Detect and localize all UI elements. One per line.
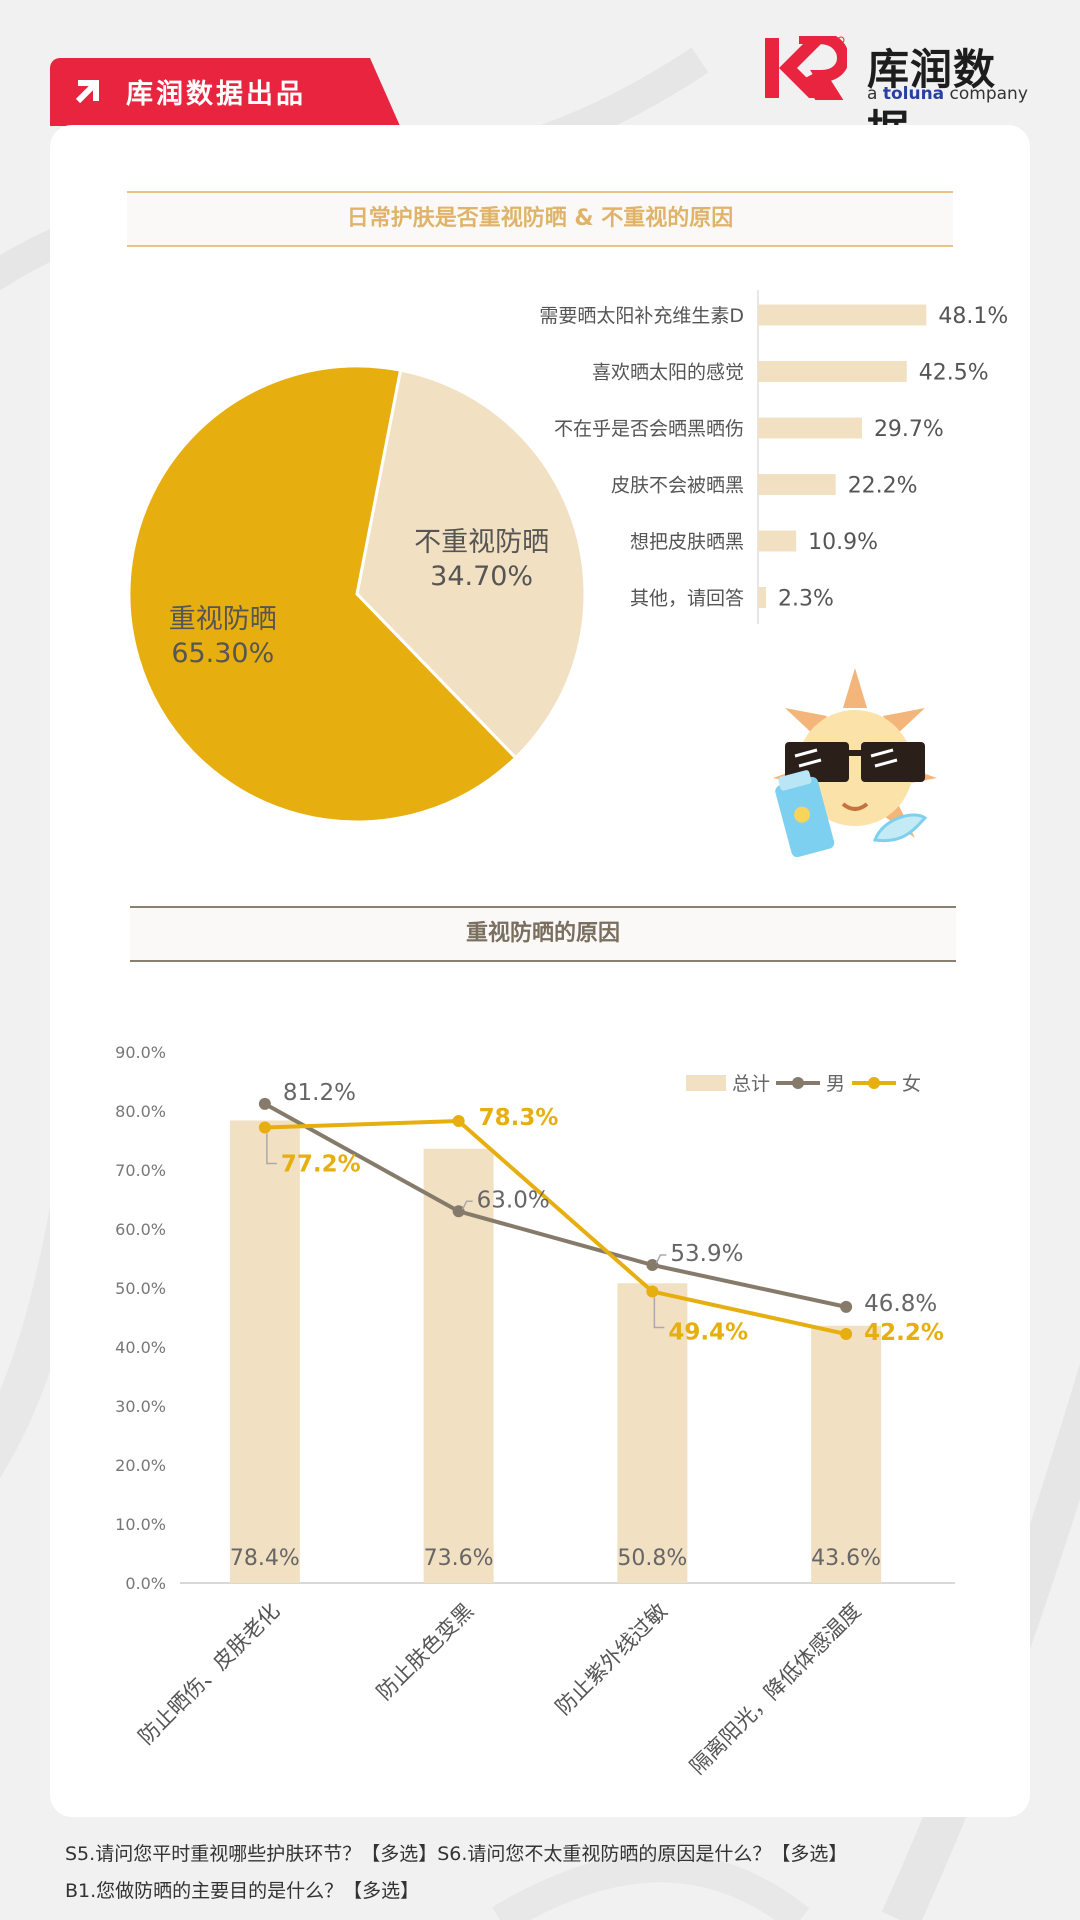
pie-slice-value-0: 34.70% bbox=[430, 561, 533, 592]
hbar-value-label: 2.3% bbox=[778, 587, 834, 612]
logo-tagline: a toluna company bbox=[867, 84, 1028, 104]
female-series-value-label: 49.4% bbox=[668, 1320, 748, 1346]
legend-marker-female bbox=[868, 1077, 880, 1089]
legend-marker-male bbox=[792, 1077, 804, 1089]
hbar-value-label: 29.7% bbox=[874, 417, 944, 442]
legend-label-female: 女 bbox=[902, 1073, 921, 1095]
female-label-leader bbox=[653, 1297, 665, 1329]
top-section-title: 日常护肤是否重视防晒 & 不重视的原因 bbox=[127, 191, 953, 247]
pie-slice-0 bbox=[355, 368, 587, 760]
hbar-bar bbox=[758, 417, 862, 439]
bottom-section-title: 重视防晒的原因 bbox=[130, 906, 956, 962]
hbar-bar bbox=[758, 361, 907, 382]
y-tick-label: 20.0% bbox=[115, 1456, 166, 1475]
female-series-point bbox=[840, 1328, 853, 1341]
y-tick-label: 40.0% bbox=[115, 1338, 166, 1357]
y-tick-label: 90.0% bbox=[115, 1043, 166, 1062]
hbar-category-label: 皮肤不会被晒黑 bbox=[611, 475, 744, 497]
male-series-point bbox=[452, 1205, 465, 1218]
y-tick-label: 60.0% bbox=[115, 1220, 166, 1239]
female-label-leader bbox=[266, 1133, 277, 1165]
y-tick-label: 50.0% bbox=[115, 1279, 166, 1298]
total-bar-value-label: 50.8% bbox=[617, 1546, 687, 1571]
hbar-bar bbox=[758, 474, 836, 495]
total-bar-value-label: 43.6% bbox=[811, 1546, 881, 1571]
female-series-point bbox=[646, 1285, 659, 1298]
footer-line-2: B1.您做防晒的主要目的是什么？【多选】 bbox=[65, 1880, 420, 1902]
legend-label-male: 男 bbox=[826, 1073, 845, 1095]
y-tick-label: 10.0% bbox=[115, 1515, 166, 1534]
brand-tag: 库润数据出品 bbox=[50, 58, 400, 126]
male-series-value-label: 81.2% bbox=[283, 1080, 356, 1106]
hbar-category-label: 想把皮肤晒黑 bbox=[630, 531, 744, 553]
x-category-label: 防止肤色变黑 bbox=[372, 1599, 478, 1705]
brand-tag-label: 库润数据出品 bbox=[126, 79, 306, 110]
pie-slice-label-1: 重视防晒 bbox=[169, 604, 277, 635]
hbar-value-label: 42.5% bbox=[919, 361, 989, 386]
pie-slice-label-0: 不重视防晒 bbox=[414, 527, 549, 558]
hbar-category-label: 其他，请回答 bbox=[630, 588, 744, 610]
legend-swatch-total bbox=[686, 1075, 726, 1091]
y-tick-label: 0.0% bbox=[125, 1574, 166, 1593]
female-series-value-label: 77.2% bbox=[281, 1152, 361, 1178]
female-series-value-label: 42.2% bbox=[864, 1320, 944, 1346]
legend-label-total: 总计 bbox=[732, 1073, 770, 1095]
hbar-category-label: 需要晒太阳补充维生素D bbox=[539, 305, 744, 327]
total-bar-value-label: 73.6% bbox=[424, 1546, 494, 1571]
survey-question-notes: S5.请问您平时重视哪些护肤环节？【多选】S6.请问您不太重视防晒的原因是什么？… bbox=[65, 1836, 1045, 1910]
total-bar bbox=[229, 1120, 300, 1583]
total-bar-value-label: 78.4% bbox=[230, 1546, 300, 1571]
male-series-value-label: 53.9% bbox=[670, 1241, 743, 1267]
hbar-value-label: 10.9% bbox=[808, 530, 878, 555]
total-bar bbox=[617, 1283, 688, 1583]
y-tick-label: 70.0% bbox=[115, 1161, 166, 1180]
x-category-label: 隔离阳光，降低体感温度 bbox=[685, 1599, 865, 1779]
pie-slice-value-1: 65.30% bbox=[171, 638, 274, 669]
x-category-label: 防止晒伤、皮肤老化 bbox=[134, 1599, 285, 1750]
male-series-point bbox=[840, 1300, 853, 1313]
y-tick-label: 30.0% bbox=[115, 1397, 166, 1416]
hbar-category-label: 不在乎是否会晒黑晒伤 bbox=[554, 418, 744, 440]
pie-slice-1 bbox=[127, 364, 518, 824]
hbar-value-label: 48.1% bbox=[938, 304, 1008, 329]
x-category-label: 防止紫外线过敏 bbox=[551, 1599, 672, 1720]
logo-kr-mark bbox=[765, 36, 847, 100]
sun-mascot-icon bbox=[773, 668, 937, 858]
male-label-leader bbox=[655, 1254, 667, 1264]
hbar-category-label: 喜欢晒太阳的感觉 bbox=[592, 362, 744, 384]
arrow-up-right-icon bbox=[75, 80, 99, 104]
male-series-value-label: 46.8% bbox=[864, 1291, 937, 1317]
hbar-bar bbox=[758, 587, 767, 608]
hbar-value-label: 22.2% bbox=[848, 474, 918, 499]
male-series-value-label: 63.0% bbox=[477, 1187, 550, 1213]
female-series-value-label: 78.3% bbox=[479, 1105, 559, 1131]
female-series-point bbox=[452, 1115, 465, 1128]
footer-line-1: S5.请问您平时重视哪些护肤环节？【多选】S6.请问您不太重视防晒的原因是什么？… bbox=[65, 1843, 848, 1865]
y-tick-label: 80.0% bbox=[115, 1102, 166, 1121]
male-label-leader bbox=[461, 1200, 473, 1210]
male-series-point bbox=[258, 1097, 271, 1110]
female-series-point bbox=[258, 1121, 271, 1134]
male-series-point bbox=[646, 1258, 659, 1271]
hbar-bar bbox=[758, 304, 927, 326]
hbar-bar bbox=[758, 530, 797, 552]
total-bar bbox=[423, 1148, 494, 1583]
female-series-line bbox=[264, 1119, 847, 1336]
male-series-line bbox=[263, 1102, 847, 1309]
total-bar bbox=[811, 1325, 882, 1583]
